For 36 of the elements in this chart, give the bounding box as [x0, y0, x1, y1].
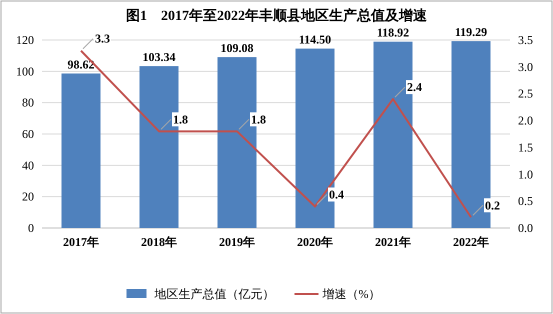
y2-tick-label: 2.5 — [518, 86, 533, 101]
data-label: 119.29 — [454, 25, 488, 40]
bar — [62, 73, 100, 228]
x-tick-label: 2021年 — [375, 235, 411, 249]
data-label: 0.4 — [329, 188, 344, 202]
y2-tick-label: 2.0 — [518, 114, 533, 128]
y2-tick-label: 0.5 — [518, 194, 533, 208]
y-tick-label: 20 — [22, 190, 34, 204]
legend-label: 增速（%） — [322, 287, 380, 301]
y2-tick-label: 3.5 — [518, 33, 533, 47]
y2-tick-label: 0.0 — [518, 221, 533, 235]
y-tick-label: 40 — [22, 158, 34, 172]
data-label: 2.4 — [407, 80, 422, 94]
y2-tick-label: 1.0 — [518, 167, 533, 182]
data-label: 109.08 — [220, 41, 254, 56]
y-tick-label: 0 — [28, 221, 34, 235]
data-label: 3.3 — [95, 32, 110, 46]
legend-label: 地区生产总值（亿元） — [154, 287, 274, 301]
data-label: 1.8 — [173, 112, 188, 126]
y-tick-label: 120 — [16, 33, 34, 47]
data-label: 118.92 — [376, 26, 410, 40]
x-tick-label: 2018年 — [141, 235, 177, 249]
x-tick-label: 2017年 — [63, 235, 99, 249]
data-label: 0.2 — [485, 198, 500, 212]
data-label: 114.50 — [298, 32, 332, 47]
x-tick-label: 2022年 — [453, 235, 489, 249]
data-label: 103.34 — [142, 50, 176, 64]
data-label: 1.8 — [251, 112, 266, 126]
y-tick-label: 60 — [22, 127, 34, 141]
y2-tick-label: 3.0 — [518, 60, 533, 74]
y-tick-label: 100 — [16, 64, 34, 78]
chart-title: 图1 2017年至2022年丰顺县地区生产总值及增速 — [126, 7, 428, 24]
y2-tick-label: 1.5 — [518, 140, 533, 154]
x-tick-label: 2019年 — [219, 235, 255, 249]
x-tick-label: 2020年 — [297, 235, 333, 249]
y-tick-label: 80 — [22, 96, 34, 110]
